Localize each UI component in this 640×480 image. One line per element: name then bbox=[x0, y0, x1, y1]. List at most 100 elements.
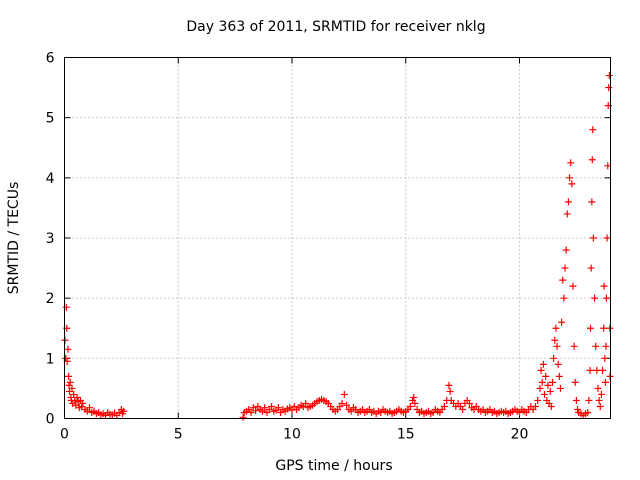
data-point bbox=[556, 384, 564, 392]
data-point bbox=[288, 406, 296, 414]
y-tick-label: 0 bbox=[46, 412, 55, 428]
data-point bbox=[547, 402, 555, 410]
data-point bbox=[65, 381, 73, 389]
data-point bbox=[534, 396, 542, 404]
data-point bbox=[410, 393, 418, 401]
data-point bbox=[574, 405, 582, 413]
data-point bbox=[544, 381, 552, 389]
data-point bbox=[274, 404, 282, 412]
data-point bbox=[566, 174, 574, 182]
y-tick-label: 3 bbox=[46, 231, 55, 247]
data-point bbox=[588, 198, 596, 206]
data-point bbox=[567, 159, 575, 167]
data-point bbox=[247, 408, 255, 416]
data-point bbox=[446, 387, 454, 395]
x-tick-label: 5 bbox=[174, 427, 183, 443]
data-point bbox=[548, 378, 556, 386]
data-point bbox=[585, 396, 593, 404]
data-point bbox=[546, 387, 554, 395]
data-point bbox=[554, 360, 562, 368]
x-axis-label: GPS time / hours bbox=[275, 458, 392, 474]
data-point bbox=[596, 402, 604, 410]
data-point bbox=[602, 342, 610, 350]
data-point bbox=[559, 276, 567, 284]
data-point bbox=[459, 405, 467, 413]
data-point bbox=[600, 324, 608, 332]
data-point bbox=[541, 390, 549, 398]
data-point bbox=[571, 378, 579, 386]
data-point bbox=[340, 390, 348, 398]
data-point bbox=[553, 342, 561, 350]
data-point bbox=[70, 390, 78, 398]
y-tick-label: 6 bbox=[46, 51, 55, 67]
data-point bbox=[564, 198, 572, 206]
data-point bbox=[558, 318, 566, 326]
data-point bbox=[302, 399, 310, 407]
data-points bbox=[61, 72, 614, 421]
data-point bbox=[602, 294, 610, 302]
data-point bbox=[268, 402, 276, 410]
grid bbox=[64, 57, 611, 419]
data-point bbox=[570, 342, 578, 350]
data-point bbox=[601, 378, 609, 386]
data-point bbox=[597, 390, 605, 398]
y-tick-label: 2 bbox=[46, 291, 55, 307]
data-point bbox=[120, 407, 128, 415]
data-point bbox=[539, 360, 547, 368]
data-point bbox=[568, 180, 576, 188]
data-point bbox=[536, 384, 544, 392]
data-point bbox=[347, 407, 355, 415]
data-point bbox=[78, 402, 86, 410]
data-point bbox=[79, 399, 87, 407]
data-point bbox=[73, 393, 81, 401]
data-point bbox=[551, 336, 559, 344]
data-point bbox=[62, 303, 70, 311]
data-point bbox=[605, 84, 613, 92]
tick-labels: 0 5 10 15 20 0 1 2 3 4 5 6 bbox=[46, 51, 529, 443]
data-point bbox=[406, 402, 414, 410]
data-point bbox=[591, 294, 599, 302]
data-point bbox=[603, 234, 611, 242]
data-point bbox=[587, 264, 595, 272]
data-point bbox=[258, 407, 266, 415]
data-point bbox=[465, 399, 473, 407]
data-point bbox=[594, 384, 602, 392]
data-point bbox=[411, 399, 419, 407]
data-point bbox=[66, 378, 74, 386]
data-point bbox=[588, 156, 596, 164]
data-point bbox=[606, 324, 614, 332]
data-point bbox=[343, 401, 351, 409]
data-point bbox=[569, 282, 577, 290]
data-point bbox=[445, 381, 453, 389]
data-point bbox=[261, 404, 269, 412]
data-point bbox=[584, 408, 592, 416]
plot-frame bbox=[64, 57, 611, 419]
data-point bbox=[252, 407, 260, 415]
data-point bbox=[550, 354, 558, 362]
data-point bbox=[605, 72, 613, 80]
data-point bbox=[239, 413, 247, 421]
data-point bbox=[562, 246, 570, 254]
data-point bbox=[338, 399, 346, 407]
data-point bbox=[537, 366, 545, 374]
y-tick-label: 1 bbox=[46, 351, 55, 367]
data-point bbox=[586, 366, 594, 374]
data-point bbox=[62, 354, 70, 362]
data-point bbox=[538, 378, 546, 386]
data-point bbox=[589, 126, 597, 134]
data-point bbox=[83, 407, 91, 415]
data-point bbox=[68, 384, 76, 392]
x-tick-label: 20 bbox=[511, 427, 529, 443]
data-point bbox=[601, 354, 609, 362]
data-point bbox=[600, 282, 608, 290]
data-point bbox=[64, 345, 72, 353]
x-tick-label: 15 bbox=[397, 427, 415, 443]
data-point bbox=[86, 404, 94, 412]
y-tick-label: 5 bbox=[46, 111, 55, 127]
y-tick-label: 4 bbox=[46, 171, 55, 187]
data-point bbox=[531, 402, 539, 410]
data-point bbox=[592, 342, 600, 350]
data-point bbox=[586, 324, 594, 332]
data-point bbox=[589, 234, 597, 242]
